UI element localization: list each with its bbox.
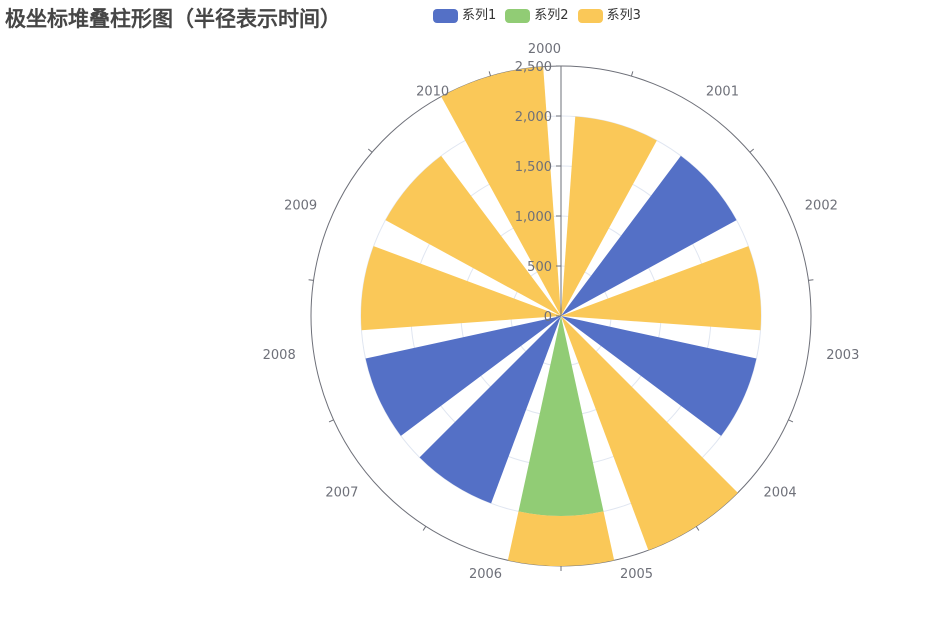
- angle-label-2009: 2009: [284, 199, 317, 214]
- bar-series3-2005[interactable]: [507, 511, 615, 567]
- bar-series1-2006[interactable]: [419, 316, 561, 504]
- angle-label-2003: 2003: [826, 348, 859, 363]
- radius-tick-label: 2,000: [515, 110, 552, 125]
- angle-axis-tick: [308, 279, 314, 281]
- angle-label-2001: 2001: [706, 85, 739, 100]
- radius-tick-label: 0: [544, 310, 552, 325]
- angle-axis-tick: [630, 71, 634, 77]
- legend-label-series1: 系列1: [462, 8, 497, 23]
- bar-series1-2001[interactable]: [561, 155, 737, 316]
- angle-label-2004: 2004: [764, 486, 797, 501]
- angle-label-2002: 2002: [805, 199, 838, 214]
- radius-tick-label: 2,500: [515, 60, 552, 75]
- bar-series1-2003[interactable]: [561, 316, 757, 436]
- chart-title: 极坐标堆叠柱形图（半径表示时间）: [5, 7, 341, 31]
- bar-series3-2002[interactable]: [561, 246, 761, 331]
- radius-tick-label: 500: [527, 260, 552, 275]
- bar-layer: [361, 66, 761, 567]
- axis-layer: [308, 65, 814, 571]
- angle-axis-tick: [749, 148, 755, 153]
- angle-axis-tick: [367, 148, 373, 153]
- legend-item-series3[interactable]: 系列3: [577, 6, 641, 26]
- legend-label-series2: 系列2: [534, 8, 569, 23]
- bar-series3-2008[interactable]: [361, 246, 561, 331]
- angle-label-2006: 2006: [469, 567, 502, 582]
- legend-item-series1[interactable]: 系列1: [433, 6, 496, 26]
- angle-axis-tick: [488, 71, 492, 77]
- bar-series3-2000[interactable]: [561, 116, 657, 316]
- angle-axis-tick: [328, 419, 334, 423]
- angle-axis-tick: [808, 279, 814, 281]
- legend: 系列1 系列2 系列3: [433, 6, 641, 26]
- angle-label-2008: 2008: [263, 348, 296, 363]
- legend-swatch-series3: [577, 9, 603, 23]
- angle-axis-tick: [695, 526, 700, 531]
- angle-axis-tick: [422, 526, 427, 531]
- angle-label-2005: 2005: [620, 567, 653, 582]
- angle-axis-tick: [788, 419, 794, 423]
- angle-label-2010: 2010: [416, 85, 449, 100]
- bar-series1-2007[interactable]: [365, 316, 561, 436]
- legend-swatch-series1: [433, 9, 458, 23]
- legend-item-series2[interactable]: 系列2: [505, 6, 569, 26]
- bar-series2-2005[interactable]: [518, 316, 604, 516]
- legend-swatch-series2: [505, 9, 531, 23]
- angle-label-2007: 2007: [325, 486, 358, 501]
- bar-series3-2009[interactable]: [385, 155, 561, 316]
- radius-tick-label: 1,000: [515, 210, 552, 225]
- legend-label-series3: 系列3: [606, 8, 641, 23]
- bar-series3-2004[interactable]: [561, 316, 738, 551]
- angle-label-2000: 2000: [528, 42, 561, 57]
- bar-series3-2010[interactable]: [441, 66, 561, 317]
- radius-tick-label: 1,500: [515, 160, 552, 175]
- label-layer: 0 500 1,000 1,500 2,000 2,500 2000 2001 2002 2003…: [263, 42, 860, 582]
